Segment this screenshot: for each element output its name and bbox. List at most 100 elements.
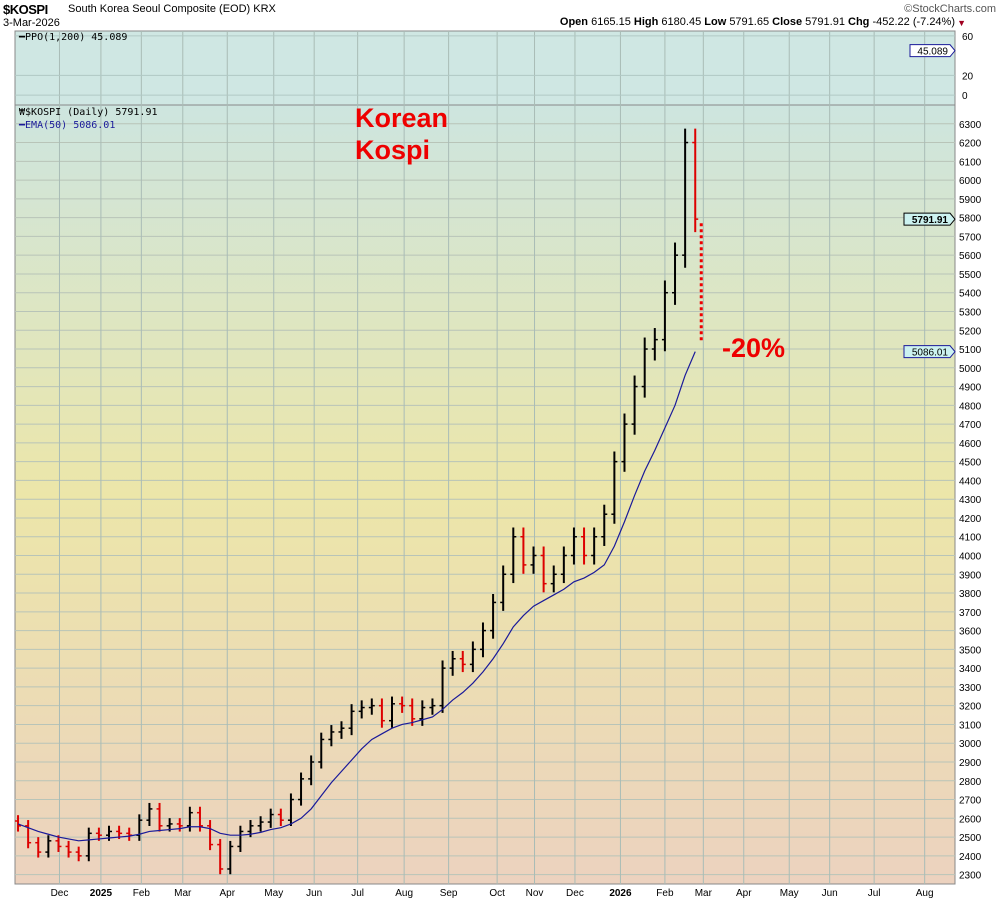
x-tick-label: 2026: [609, 888, 632, 899]
x-tick-label: Mar: [695, 888, 713, 899]
y-tick-label: 2300: [959, 871, 982, 882]
y-tick-label: 5700: [959, 232, 982, 243]
ohlc-summary: Open 6165.15 High 6180.45 Low 5791.65 Cl…: [560, 16, 955, 28]
ema-legend: ━EMA(50) 5086.01: [19, 120, 116, 131]
price-tag-label: 5791.91: [912, 215, 949, 226]
ppo-title: PPO(1,200) 45.089: [25, 32, 128, 43]
ppo-panel: [14, 30, 956, 106]
low-value: 5791.65: [729, 16, 770, 28]
y-tick-label: 4200: [959, 514, 982, 525]
x-tick-label: 2025: [90, 888, 113, 899]
y-tick-label: 5900: [959, 195, 982, 206]
y-tick-label: 6100: [959, 157, 982, 168]
x-tick-label: Feb: [656, 888, 674, 899]
y-tick-label: 3800: [959, 589, 982, 600]
x-tick-label: Oct: [489, 888, 505, 899]
x-tick-label: May: [264, 888, 283, 899]
y-tick-label: 2900: [959, 758, 982, 769]
high-label: High: [633, 16, 659, 28]
y-tick-label: 4500: [959, 458, 982, 469]
annotation-line1: Korean: [355, 103, 449, 133]
y-tick-label: 6200: [959, 139, 982, 150]
ema-tag-label: 5086.01: [912, 348, 949, 359]
x-tick-label: Jun: [822, 888, 838, 899]
close-label: Close: [772, 16, 803, 28]
ema-line: [17, 351, 696, 842]
y-tick-label: 5300: [959, 307, 982, 318]
annotation-line2: Kospi: [355, 135, 431, 165]
x-tick-label: Mar: [174, 888, 192, 899]
brand-logo[interactable]: ©StockCharts.com: [904, 3, 996, 15]
ppo-tick-label: 20: [962, 71, 974, 82]
y-tick-label: 3900: [959, 570, 982, 581]
x-tick-label: Aug: [395, 888, 413, 899]
y-tick-label: 5600: [959, 251, 982, 262]
x-tick-label: Jun: [306, 888, 322, 899]
x-tick-label: Apr: [736, 888, 752, 899]
chg-label: Chg: [848, 16, 870, 28]
y-tick-label: 3700: [959, 608, 982, 619]
y-tick-label: 5400: [959, 289, 982, 300]
ema-legend-label: EMA(50) 5086.01: [25, 120, 116, 131]
ppo-tick-label: 60: [962, 32, 974, 43]
y-tick-label: 4700: [959, 420, 982, 431]
y-tick-label: 2800: [959, 777, 982, 788]
y-tick-label: 5000: [959, 364, 982, 375]
x-tick-label: Nov: [526, 888, 544, 899]
y-tick-label: 2400: [959, 852, 982, 863]
y-tick-label: 6000: [959, 176, 982, 187]
y-tick-label: 3200: [959, 702, 982, 713]
open-label: Open: [559, 16, 589, 28]
x-tick-label: Aug: [916, 888, 934, 899]
annotation-title: Korean Kospi: [355, 102, 448, 166]
annotation-drop: -20%: [722, 333, 786, 363]
y-tick-label: 4100: [959, 533, 982, 544]
high-value: 6180.45: [661, 16, 702, 28]
y-tick-label: 5500: [959, 270, 982, 281]
y-tick-label: 3100: [959, 720, 982, 731]
y-tick-label: 3000: [959, 739, 982, 750]
price-legend: ₩$KOSPI (Daily) 5791.91: [19, 107, 158, 118]
close-value: 5791.91: [805, 16, 845, 28]
price-tag: [903, 212, 956, 226]
y-tick-label: 3500: [959, 645, 982, 656]
ppo-value-tag: [909, 44, 956, 58]
down-arrow-icon: ▼: [957, 18, 966, 28]
price-panel: [14, 104, 956, 885]
y-tick-label: 5200: [959, 326, 982, 337]
x-tick-label: Jul: [868, 888, 881, 899]
ppo-value-tag-label: 45.089: [917, 47, 948, 58]
x-tick-label: Dec: [51, 888, 69, 899]
x-tick-label: May: [780, 888, 799, 899]
date: 3-Mar-2026: [3, 17, 60, 29]
symbol: $KOSPI: [3, 2, 48, 17]
y-tick-label: 3400: [959, 664, 982, 675]
x-tick-label: Apr: [219, 888, 235, 899]
y-tick-label: 4000: [959, 552, 982, 563]
ema-tag: [903, 345, 956, 359]
y-tick-label: 4300: [959, 495, 982, 506]
x-tick-label: Jul: [351, 888, 364, 899]
description: South Korea Seoul Composite (EOD) KRX: [68, 3, 276, 15]
y-tick-label: 2500: [959, 833, 982, 844]
x-tick-label: Sep: [440, 888, 458, 899]
price-legend-label: $KOSPI (Daily) 5791.91: [25, 107, 158, 118]
y-tick-label: 4900: [959, 383, 982, 394]
y-tick-label: 4800: [959, 401, 982, 412]
x-tick-label: Dec: [566, 888, 584, 899]
low-label: Low: [704, 16, 727, 28]
y-tick-label: 3600: [959, 627, 982, 638]
y-tick-label: 5100: [959, 345, 982, 356]
ppo-legend: ━PPO(1,200) 45.089: [19, 32, 128, 43]
ppo-tick-label: 0: [962, 91, 968, 102]
y-tick-label: 3300: [959, 683, 982, 694]
chg-value: -452.22 (-7.24%): [872, 16, 955, 28]
y-tick-label: 2700: [959, 796, 982, 807]
y-tick-label: 2600: [959, 814, 982, 825]
y-tick-label: 5800: [959, 214, 982, 225]
x-tick-label: Feb: [133, 888, 151, 899]
open-value: 6165.15: [591, 16, 631, 28]
y-tick-label: 4400: [959, 476, 982, 487]
y-tick-label: 4600: [959, 439, 982, 450]
